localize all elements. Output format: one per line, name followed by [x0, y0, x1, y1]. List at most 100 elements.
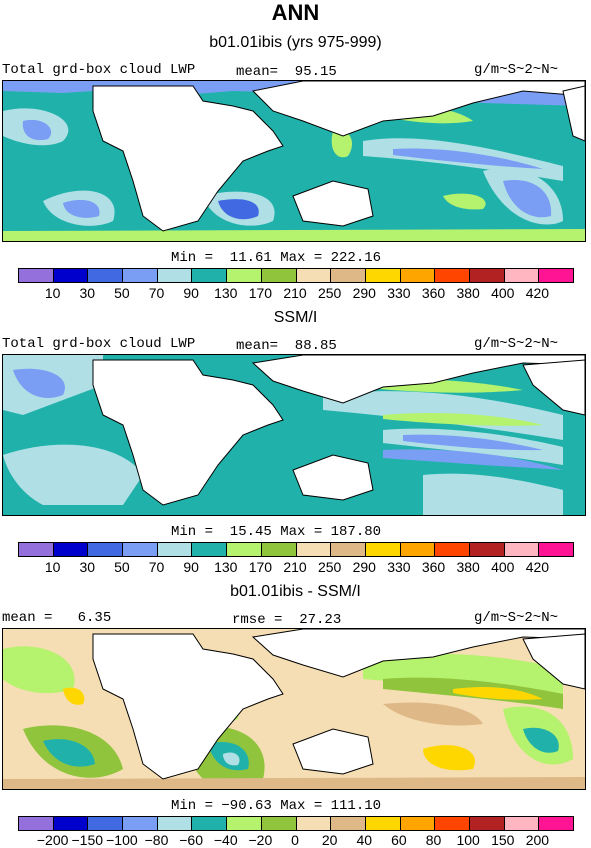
colorbar-tick-label: 0 — [291, 832, 299, 848]
colorbar-swatch — [400, 269, 436, 282]
figure-title: ANN — [271, 0, 320, 25]
colorbar-tick-label: 250 — [317, 559, 342, 575]
panel2-variable-label: Total grd-box cloud LWP — [2, 336, 196, 352]
colorbar-swatch — [53, 543, 89, 556]
panel1-min-max: Min = 11.61 Max = 222.16 — [171, 250, 382, 266]
panel3-units-label: g/m~S~2~N~ — [474, 610, 559, 626]
colorbar-tick-label: 290 — [352, 285, 376, 301]
colorbar-swatch — [469, 817, 505, 830]
colorbar-tick-label: 100 — [456, 832, 480, 848]
panel3-mean-label: mean = 6.35 — [2, 610, 112, 626]
colorbar-swatch — [400, 817, 436, 830]
panel2-colorbar-ticks: 10 30 50 70 90 130 170 210 250 290 330 360 380 400 420 — [18, 559, 572, 575]
colorbar-swatch — [331, 817, 366, 830]
colorbar-swatch — [539, 543, 573, 556]
colorbar-swatch — [123, 817, 158, 830]
colorbar-swatch — [123, 269, 158, 282]
colorbar-swatch — [53, 269, 89, 282]
obs-subtitle: SSM/I — [273, 309, 318, 326]
colorbar-swatch — [192, 817, 228, 830]
colorbar-tick-label: −100 — [106, 832, 138, 848]
panel3-colorbar — [18, 816, 574, 831]
colorbar-swatch — [296, 543, 332, 556]
panel1-colorbar-ticks: 10 30 50 70 90 130 170 210 250 290 330 360 380 400 420 — [18, 285, 572, 301]
colorbar-swatch — [331, 269, 366, 282]
colorbar-swatch — [192, 543, 228, 556]
colorbar-tick-label: −20 — [248, 832, 273, 848]
colorbar-tick-label: 130 — [214, 559, 238, 575]
colorbar-swatch — [469, 543, 505, 556]
colorbar-tick-label: 90 — [183, 559, 199, 575]
colorbar-tick-label: 10 — [44, 285, 61, 301]
colorbar-tick-label: 80 — [425, 832, 442, 848]
colorbar-swatch — [88, 817, 124, 830]
colorbar-tick-label: 20 — [321, 832, 338, 848]
colorbar-tick-label: 290 — [352, 559, 376, 575]
colorbar-tick-label: 10 — [44, 559, 61, 575]
colorbar-tick-label: 70 — [148, 285, 165, 301]
colorbar-swatch — [88, 543, 124, 556]
colorbar-swatch — [157, 817, 193, 830]
panel1-colorbar — [18, 268, 574, 283]
colorbar-swatch — [435, 543, 470, 556]
colorbar-tick-label: 420 — [525, 285, 550, 301]
colorbar-tick-label: 400 — [491, 559, 515, 575]
colorbar-swatch — [296, 269, 332, 282]
colorbar-swatch — [365, 269, 401, 282]
colorbar-tick-label: 210 — [283, 285, 307, 301]
colorbar-swatch — [88, 269, 124, 282]
observation-map — [2, 354, 586, 516]
colorbar-tick-label: 250 — [317, 285, 342, 301]
colorbar-tick-label: 420 — [525, 559, 550, 575]
panel1-units-label: g/m~S~2~N~ — [474, 62, 559, 78]
colorbar-swatch — [261, 543, 297, 556]
colorbar-tick-label: 200 — [525, 832, 550, 848]
colorbar-swatch — [123, 543, 158, 556]
colorbar-swatch — [261, 817, 297, 830]
colorbar-swatch — [469, 269, 505, 282]
colorbar-tick-label: −200 — [36, 832, 69, 848]
model-map — [2, 80, 586, 242]
colorbar-swatch — [296, 817, 332, 830]
colorbar-tick-label: 90 — [183, 285, 199, 301]
colorbar-tick-label: −60 — [179, 832, 203, 848]
panel3-colorbar-ticks: −200 −150 −100 −80 −60 −40 −20 0 20 40 60 80 100 150 2… — [18, 832, 572, 848]
panel2-mean-label: mean= 88.85 — [236, 338, 337, 354]
colorbar-tick-label: 400 — [491, 285, 515, 301]
colorbar-swatch — [53, 817, 89, 830]
colorbar-tick-label: 360 — [421, 285, 446, 301]
panel3-rmse-label: rmse = 27.23 — [232, 612, 342, 628]
colorbar-swatch — [192, 269, 228, 282]
colorbar-tick-label: 60 — [391, 832, 407, 848]
panel2-colorbar — [18, 542, 574, 557]
colorbar-swatch — [19, 543, 54, 556]
colorbar-tick-label: −40 — [213, 832, 238, 848]
colorbar-tick-label: 30 — [79, 285, 96, 301]
colorbar-tick-label: −80 — [144, 832, 169, 848]
colorbar-tick-label: 170 — [248, 285, 273, 301]
colorbar-swatch — [157, 269, 193, 282]
colorbar-swatch — [261, 269, 297, 282]
colorbar-swatch — [19, 817, 54, 830]
colorbar-tick-label: 330 — [387, 285, 411, 301]
panel2-units-label: g/m~S~2~N~ — [474, 336, 559, 352]
colorbar-swatch — [365, 543, 401, 556]
colorbar-tick-label: 40 — [356, 832, 373, 848]
colorbar-tick-label: 360 — [421, 559, 446, 575]
colorbar-tick-label: 380 — [456, 559, 480, 575]
panel1-mean-label: mean= 95.15 — [236, 64, 337, 80]
colorbar-tick-label: 150 — [491, 832, 515, 848]
colorbar-tick-label: −150 — [71, 832, 104, 848]
colorbar-swatch — [504, 269, 540, 282]
colorbar-tick-label: 380 — [456, 285, 480, 301]
colorbar-tick-label: 50 — [114, 559, 130, 575]
colorbar-tick-label: 210 — [283, 559, 307, 575]
colorbar-tick-label: 130 — [214, 285, 238, 301]
difference-map — [2, 628, 586, 790]
colorbar-swatch — [504, 817, 540, 830]
colorbar-tick-label: 30 — [79, 559, 96, 575]
colorbar-swatch — [331, 543, 366, 556]
colorbar-tick-label: 170 — [248, 559, 273, 575]
panel3-min-max: Min = −90.63 Max = 111.10 — [171, 798, 382, 814]
colorbar-swatch — [539, 817, 573, 830]
